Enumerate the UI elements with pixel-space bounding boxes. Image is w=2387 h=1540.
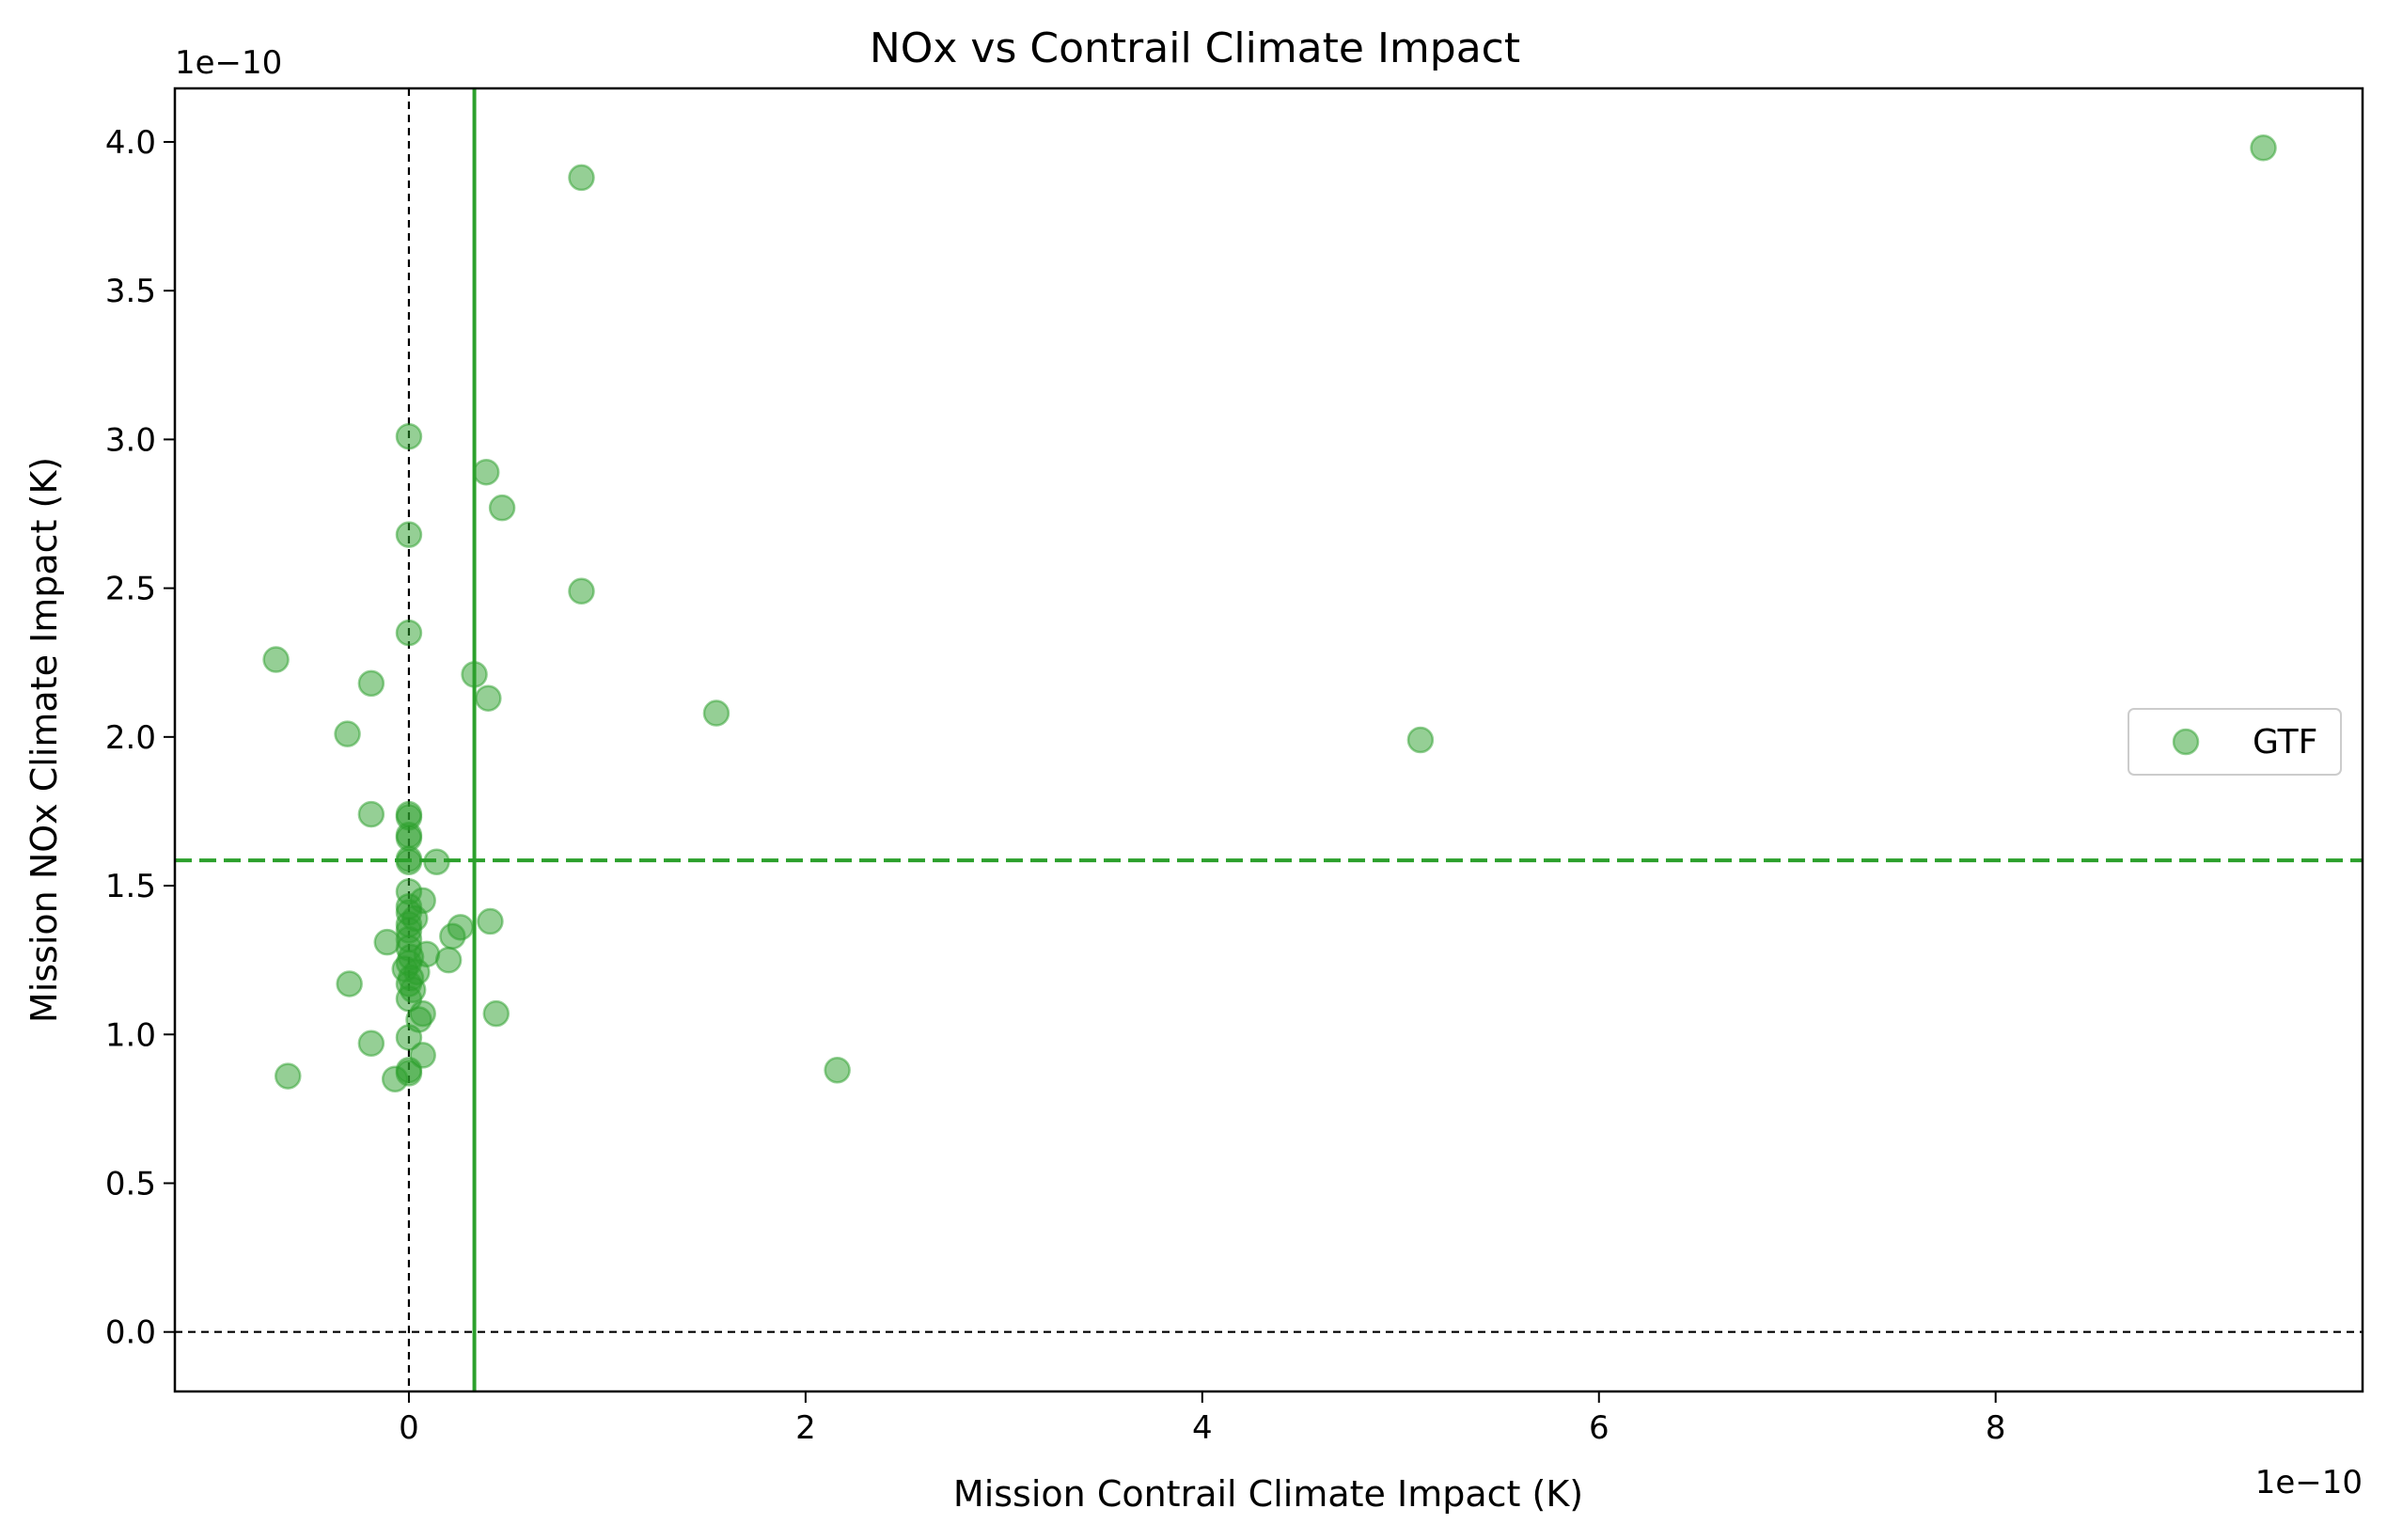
y-tick-label: 0.5	[105, 1165, 156, 1202]
y-axis-label: Mission NOx Climate Impact (K)	[24, 457, 65, 1023]
data-point	[475, 684, 502, 712]
data-point	[482, 999, 510, 1028]
y-tick-label: 2.5	[105, 571, 156, 608]
data-point	[395, 619, 423, 647]
data-point	[395, 1024, 423, 1051]
y-axis-ticks: 0.0 0.5 1.0 1.5 2.0 2.5 3.0 3.5 4.0	[105, 124, 175, 1352]
x-tick-label: 2	[795, 1409, 816, 1447]
x-axis-offset-label: 1e−10	[2255, 1464, 2363, 1501]
data-point	[381, 1065, 409, 1092]
x-axis-ticks: 0 2 4 6 8	[399, 1391, 2006, 1447]
data-point	[461, 661, 488, 688]
data-point	[334, 720, 361, 747]
data-point	[568, 577, 595, 605]
y-tick-label: 1.5	[105, 868, 156, 905]
data-point	[439, 922, 466, 951]
x-tick-label: 8	[1986, 1409, 2006, 1447]
x-tick-label: 6	[1589, 1409, 1610, 1447]
data-point	[702, 699, 730, 727]
data-point	[1406, 726, 1435, 754]
chart-title: NOx vs Contrail Climate Impact	[870, 24, 1520, 72]
data-point	[488, 494, 516, 522]
legend-box	[2128, 708, 2342, 776]
data-point	[395, 422, 423, 450]
data-point	[357, 669, 385, 698]
data-point	[262, 646, 290, 673]
y-tick-label: 1.0	[105, 1016, 156, 1054]
x-tick-label: 0	[399, 1409, 419, 1447]
data-point	[2250, 134, 2277, 162]
data-points	[262, 134, 2277, 1092]
data-point	[357, 1029, 385, 1058]
data-point	[275, 1062, 302, 1090]
data-point	[477, 907, 504, 935]
data-point	[373, 928, 400, 956]
y-axis-offset-label: 1e−10	[175, 44, 282, 82]
legend-label-gtf: GTF	[2253, 723, 2317, 762]
x-tick-label: 4	[1192, 1409, 1213, 1447]
data-point	[395, 521, 423, 548]
data-point	[423, 848, 450, 875]
y-tick-label: 3.5	[105, 273, 156, 310]
data-point	[568, 164, 595, 192]
data-point	[434, 946, 463, 974]
data-point	[824, 1056, 851, 1084]
y-tick-label: 4.0	[105, 124, 156, 162]
plot-frame	[173, 86, 2364, 1393]
y-tick-label: 0.0	[105, 1314, 156, 1352]
data-point	[357, 800, 385, 828]
y-tick-label: 2.0	[105, 719, 156, 757]
data-point	[395, 848, 423, 875]
legend: GTF	[2128, 708, 2342, 776]
x-axis-label: Mission Contrail Climate Impact (K)	[953, 1473, 1583, 1515]
legend-marker	[2172, 728, 2200, 756]
data-point	[336, 970, 363, 998]
data-point	[472, 458, 500, 486]
y-tick-label: 3.0	[105, 421, 156, 459]
reference-lines	[175, 88, 2363, 1391]
